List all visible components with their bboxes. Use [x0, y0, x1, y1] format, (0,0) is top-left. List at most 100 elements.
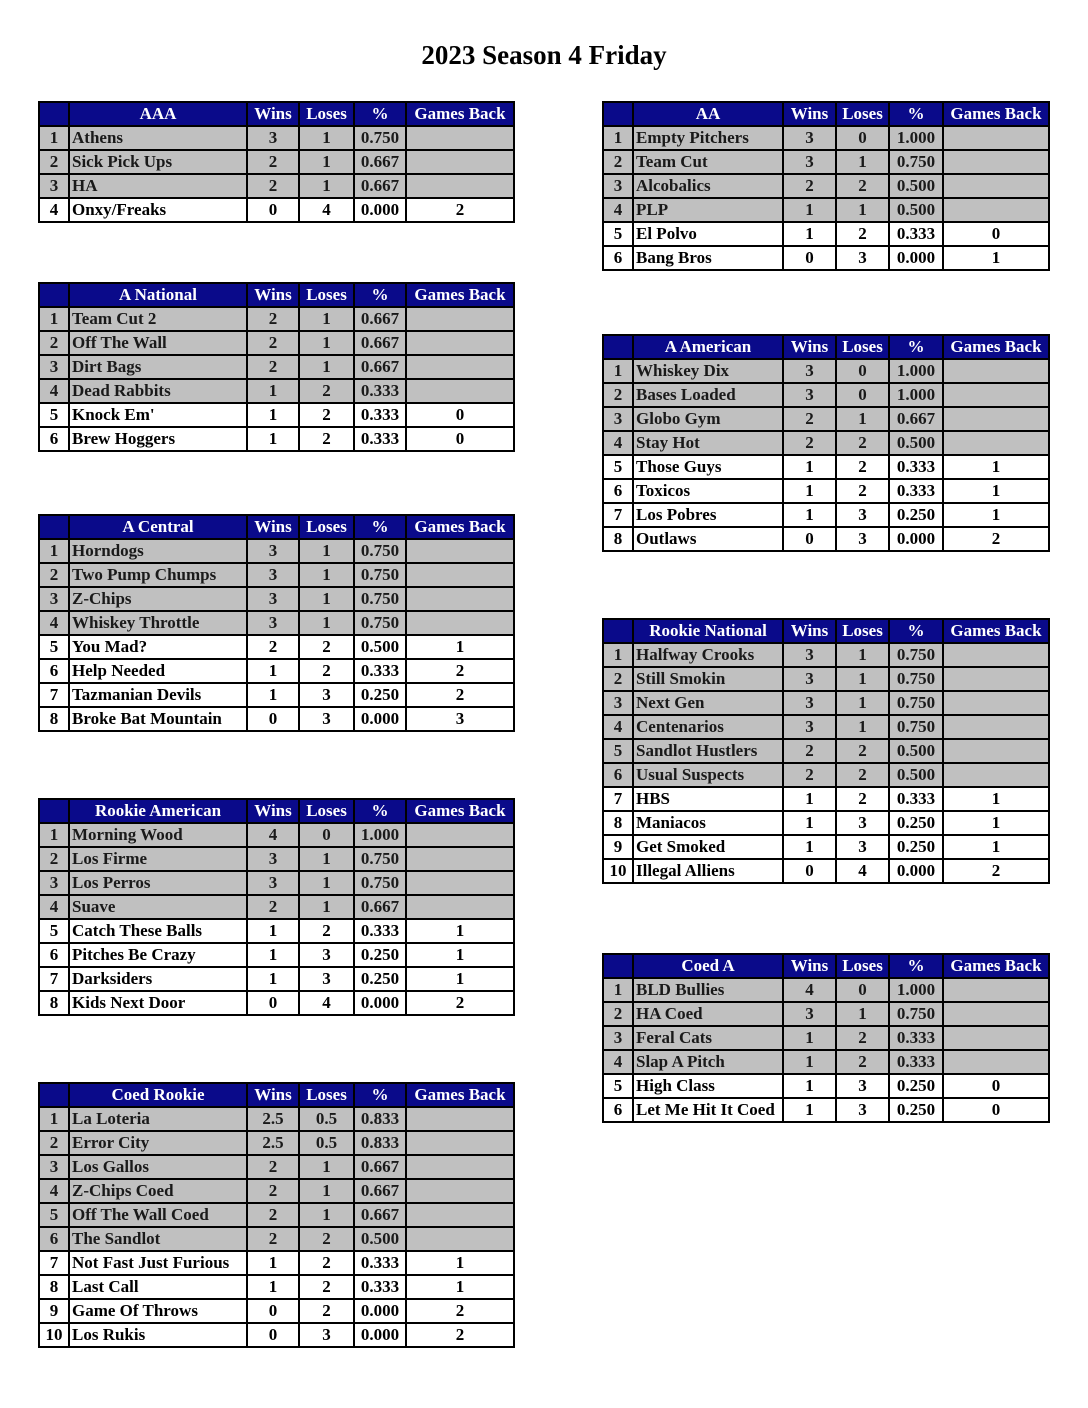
table-row: 7 Not Fast Just Furious 1 2 0.333 1 — [38, 1250, 515, 1276]
table-row: 4 Onxy/Freaks 0 4 0.000 2 — [38, 197, 515, 223]
rank-header — [602, 334, 634, 360]
rank-cell: 7 — [38, 682, 70, 708]
header-row: AA Wins Loses % Games Back — [602, 101, 1050, 127]
games-back-cell — [405, 125, 515, 151]
pct-cell: 0.333 — [353, 402, 407, 428]
pct-cell: 0.667 — [353, 330, 407, 356]
games-back-cell — [405, 173, 515, 199]
header-row: Coed A Wins Loses % Games Back — [602, 953, 1050, 979]
games-back-header: Games Back — [942, 101, 1050, 127]
table-row: 6 Usual Suspects 2 2 0.500 — [602, 762, 1050, 788]
rank-cell: 4 — [38, 1178, 70, 1204]
games-back-cell: 1 — [942, 810, 1050, 836]
loses-cell: 2 — [835, 454, 890, 480]
wins-cell: 1 — [782, 786, 837, 812]
table-row: 6 Bang Bros 0 3 0.000 1 — [602, 245, 1050, 271]
wins-cell: 1 — [782, 454, 837, 480]
team-cell: Z-Chips — [68, 586, 248, 612]
pct-header: % — [888, 953, 944, 979]
team-cell: Feral Cats — [632, 1025, 784, 1051]
rank-header — [602, 618, 634, 644]
team-cell: Still Smokin — [632, 666, 784, 692]
team-cell: BLD Bullies — [632, 977, 784, 1003]
games-back-cell — [942, 642, 1050, 668]
games-back-header: Games Back — [405, 101, 515, 127]
table-row: 1 BLD Bullies 4 0 1.000 — [602, 977, 1050, 1003]
wins-cell: 3 — [246, 538, 300, 564]
team-cell: Whiskey Throttle — [68, 610, 248, 636]
games-back-cell: 2 — [405, 1298, 515, 1324]
wins-cell: 1 — [782, 221, 837, 247]
loses-header: Loses — [835, 953, 890, 979]
loses-cell: 2 — [298, 1298, 355, 1324]
rank-cell: 4 — [38, 197, 70, 223]
loses-cell: 2 — [298, 378, 355, 404]
loses-cell: 2 — [835, 478, 890, 504]
team-cell: Slap A Pitch — [632, 1049, 784, 1075]
table-row: 5 High Class 1 3 0.250 0 — [602, 1073, 1050, 1099]
pct-cell: 0.750 — [888, 642, 944, 668]
table-row: 10 Illegal Alliens 0 4 0.000 2 — [602, 858, 1050, 884]
loses-header: Loses — [835, 618, 890, 644]
rank-cell: 4 — [38, 378, 70, 404]
wins-cell: 3 — [782, 714, 837, 740]
games-back-cell: 1 — [405, 634, 515, 660]
rank-cell: 5 — [602, 738, 634, 764]
games-back-cell — [405, 1178, 515, 1204]
games-back-cell — [405, 330, 515, 356]
pct-header: % — [888, 101, 944, 127]
games-back-header: Games Back — [405, 1082, 515, 1108]
team-cell: Athens — [68, 125, 248, 151]
pct-cell: 0.333 — [353, 1274, 407, 1300]
loses-header: Loses — [298, 514, 355, 540]
table-row: 7 Tazmanian Devils 1 3 0.250 2 — [38, 682, 515, 708]
loses-cell: 4 — [298, 990, 355, 1016]
wins-header: Wins — [246, 1082, 300, 1108]
table-row: 4 Stay Hot 2 2 0.500 — [602, 430, 1050, 456]
pct-cell: 0.500 — [353, 1226, 407, 1252]
team-cell: Morning Wood — [68, 822, 248, 848]
rank-cell: 1 — [38, 306, 70, 332]
pct-cell: 0.750 — [353, 586, 407, 612]
standings-table-a-central: A Central Wins Loses % Games Back 1 Horndo… — [38, 514, 515, 732]
loses-cell: 1 — [298, 1154, 355, 1180]
games-back-cell — [405, 1202, 515, 1228]
games-back-cell — [405, 610, 515, 636]
team-cell: Dirt Bags — [68, 354, 248, 380]
rank-cell: 8 — [38, 1274, 70, 1300]
loses-cell: 2 — [835, 738, 890, 764]
team-cell: Brew Hoggers — [68, 426, 248, 452]
team-cell: Pitches Be Crazy — [68, 942, 248, 968]
table-row: 1 Halfway Crooks 3 1 0.750 — [602, 642, 1050, 668]
games-back-cell: 2 — [405, 197, 515, 223]
loses-cell: 1 — [298, 1178, 355, 1204]
pct-cell: 0.333 — [888, 478, 944, 504]
table-row: 7 HBS 1 2 0.333 1 — [602, 786, 1050, 812]
table-row: 3 Z-Chips 3 1 0.750 — [38, 586, 515, 612]
wins-cell: 3 — [246, 610, 300, 636]
rank-cell: 7 — [602, 502, 634, 528]
pct-header: % — [353, 282, 407, 308]
games-back-header: Games Back — [942, 953, 1050, 979]
games-back-cell — [405, 1226, 515, 1252]
standings-table-aaa: AAA Wins Loses % Games Back 1 Athens 3 1 0.75… — [38, 101, 515, 223]
loses-cell: 2 — [298, 634, 355, 660]
wins-cell: 1 — [246, 966, 300, 992]
games-back-cell — [405, 1130, 515, 1156]
loses-cell: 2 — [298, 1226, 355, 1252]
wins-cell: 3 — [246, 125, 300, 151]
wins-cell: 1 — [782, 197, 837, 223]
loses-cell: 0 — [835, 382, 890, 408]
games-back-cell — [942, 125, 1050, 151]
table-row: 2 Sick Pick Ups 2 1 0.667 — [38, 149, 515, 175]
pct-cell: 0.750 — [888, 690, 944, 716]
loses-cell: 1 — [298, 610, 355, 636]
rank-cell: 3 — [602, 1025, 634, 1051]
games-back-header: Games Back — [942, 618, 1050, 644]
team-cell: La Loteria — [68, 1106, 248, 1132]
loses-cell: 1 — [298, 173, 355, 199]
table-row: 5 Off The Wall Coed 2 1 0.667 — [38, 1202, 515, 1228]
loses-header: Loses — [298, 1082, 355, 1108]
wins-cell: 2 — [246, 173, 300, 199]
team-cell: Help Needed — [68, 658, 248, 684]
